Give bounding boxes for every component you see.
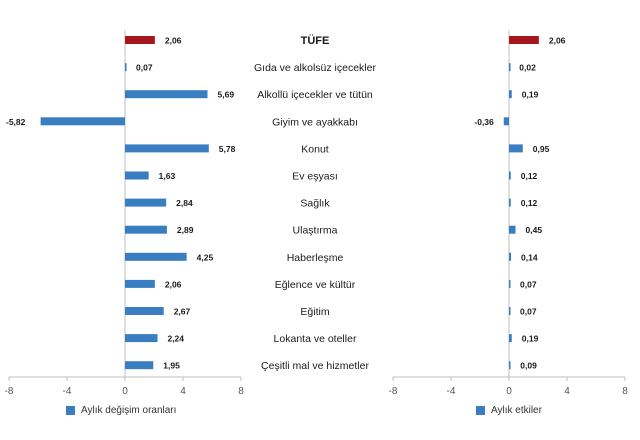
change-data-label: 2,89 <box>177 225 194 235</box>
effect-data-label: 2,06 <box>549 36 566 46</box>
change-bar <box>125 334 158 343</box>
change-x-tick-label: -4 <box>63 386 72 397</box>
change-data-label: 2,06 <box>165 279 182 289</box>
legend-left: Aylık değişim oranları <box>66 405 176 416</box>
change-bar <box>125 198 167 207</box>
change-bar <box>125 171 149 180</box>
category-label: Eğlence ve kültür <box>275 279 356 291</box>
effect-x-tick-label: -8 <box>389 386 398 397</box>
change-bar <box>125 279 155 288</box>
effect-bar <box>509 334 512 343</box>
change-bar <box>125 361 154 370</box>
category-label: Lokanta ve oteller <box>274 333 357 345</box>
effect-data-label: 0,19 <box>522 90 539 100</box>
change-data-label: 5,69 <box>218 90 235 100</box>
effect-bar <box>509 36 539 44</box>
effect-bar <box>509 144 523 153</box>
effect-x-tick-label: -4 <box>447 386 456 397</box>
effect-bar <box>509 252 512 261</box>
effect-data-label: 0,02 <box>519 63 536 73</box>
effect-bar <box>509 307 511 315</box>
effect-bar <box>509 198 511 207</box>
category-label: Eğitim <box>300 306 329 318</box>
change-data-label: 5,78 <box>219 144 236 154</box>
change-x-tick-label: 4 <box>180 386 186 397</box>
legend-label-monthly-effect: Aylık etkiler <box>491 405 542 416</box>
effect-bar <box>509 90 512 99</box>
effect-x-tick-label: 8 <box>622 386 628 397</box>
change-data-label: 0,07 <box>136 63 153 73</box>
category-label: Konut <box>301 143 329 155</box>
effect-data-label: 0,07 <box>520 279 537 289</box>
change-bar <box>125 225 167 234</box>
change-bar <box>125 90 208 99</box>
change-x-tick-label: -8 <box>5 386 14 397</box>
change-bar <box>125 144 209 153</box>
effect-x-tick-label: 4 <box>564 386 570 397</box>
effect-data-label: 0,45 <box>526 225 543 235</box>
category-label: Ulaştırma <box>293 225 338 237</box>
category-label: Haberleşme <box>287 252 344 264</box>
category-label: Sağlık <box>300 198 330 210</box>
category-label: TÜFE <box>301 34 330 47</box>
effect-x-tick-label: 0 <box>506 386 512 397</box>
category-label: Çeşitli mal ve hizmetler <box>261 360 369 372</box>
effect-bar <box>503 117 509 126</box>
effect-bar <box>509 361 511 370</box>
change-x-tick-label: 0 <box>122 386 128 397</box>
effect-data-label: 0,19 <box>522 334 539 344</box>
effect-data-label: 0,14 <box>521 252 538 262</box>
effect-data-label: 0,12 <box>521 198 538 208</box>
change-data-label: 1,95 <box>163 361 180 371</box>
effect-data-label: 0,95 <box>533 144 550 154</box>
effect-bar <box>509 225 516 234</box>
effect-bar <box>509 63 511 72</box>
change-data-label: 1,63 <box>159 171 176 181</box>
change-data-label: 2,24 <box>167 334 184 344</box>
change-bar <box>40 117 125 126</box>
category-label: Alkollü içecekler ve tütün <box>257 89 373 101</box>
category-label: Ev eşyası <box>292 171 338 183</box>
effect-bar <box>509 171 511 180</box>
legend-swatch-monthly-change <box>66 406 75 415</box>
category-label: Gıda ve alkolsüz içecekler <box>254 62 376 74</box>
category-label: Giyim ve ayakkabı <box>272 116 358 128</box>
change-data-label: 4,25 <box>197 252 214 262</box>
effect-data-label: 0,12 <box>521 171 538 181</box>
change-bar <box>125 63 127 72</box>
effect-data-label: 0,09 <box>520 361 537 371</box>
change-bar <box>125 36 155 44</box>
change-x-tick-label: 8 <box>238 386 244 397</box>
effect-bar <box>509 279 511 288</box>
change-bar <box>125 307 164 315</box>
change-data-label: 2,06 <box>165 36 182 46</box>
change-bar <box>125 252 187 261</box>
effect-data-label: -0,36 <box>474 117 494 127</box>
change-data-label: -5,82 <box>6 117 26 127</box>
effect-data-label: 0,07 <box>520 307 537 317</box>
change-data-label: 2,67 <box>174 307 191 317</box>
legend-right: Aylık etkiler <box>476 405 542 416</box>
change-data-label: 2,84 <box>176 198 193 208</box>
legend-label-monthly-change: Aylık değişim oranları <box>81 405 177 416</box>
legend-swatch-monthly-effect <box>476 406 485 415</box>
